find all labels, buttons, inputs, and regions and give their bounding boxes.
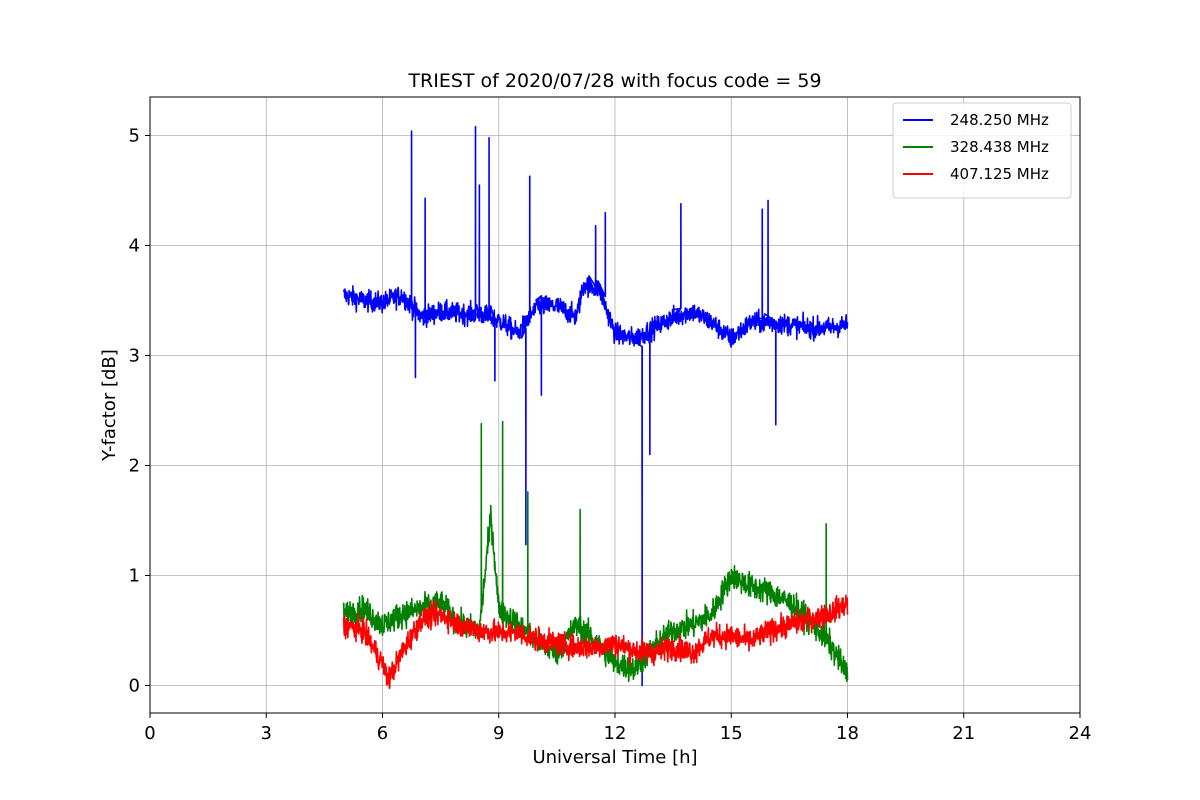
legend-label: 407.125 MHz (950, 165, 1049, 183)
x-axis-label: Universal Time [h] (532, 747, 697, 768)
legend-box (892, 102, 1072, 199)
legend-label: 328.438 MHz (950, 138, 1049, 156)
y-tick-label: 5 (129, 126, 140, 147)
legend-label: 248.250 MHz (950, 111, 1049, 129)
y-axis-label: Y-factor [dB] (99, 349, 120, 462)
series-line-3 (342, 594, 849, 690)
series-lines (342, 125, 849, 690)
x-tick-label: 0 (144, 723, 155, 744)
series-line-1 (342, 125, 849, 687)
x-tick-label: 3 (261, 723, 272, 744)
x-tick-label: 9 (493, 723, 504, 744)
x-tick-label: 18 (836, 723, 859, 744)
chart-title: TRIEST of 2020/07/28 with focus code = 5… (407, 70, 821, 92)
x-tick-label: 15 (720, 723, 743, 744)
legend: 248.250 MHz 328.438 MHz 407.125 MHz (892, 102, 1072, 199)
y-tick-label: 0 (129, 676, 140, 697)
y-tick-label: 1 (129, 566, 140, 587)
y-tick-label: 2 (129, 456, 140, 477)
x-tick-label: 6 (377, 723, 388, 744)
y-tick-label: 3 (129, 346, 140, 367)
x-tick-label: 12 (604, 723, 627, 744)
y-tick-label: 4 (129, 236, 140, 257)
x-tick-label: 24 (1069, 723, 1092, 744)
x-tick-label: 21 (952, 723, 975, 744)
